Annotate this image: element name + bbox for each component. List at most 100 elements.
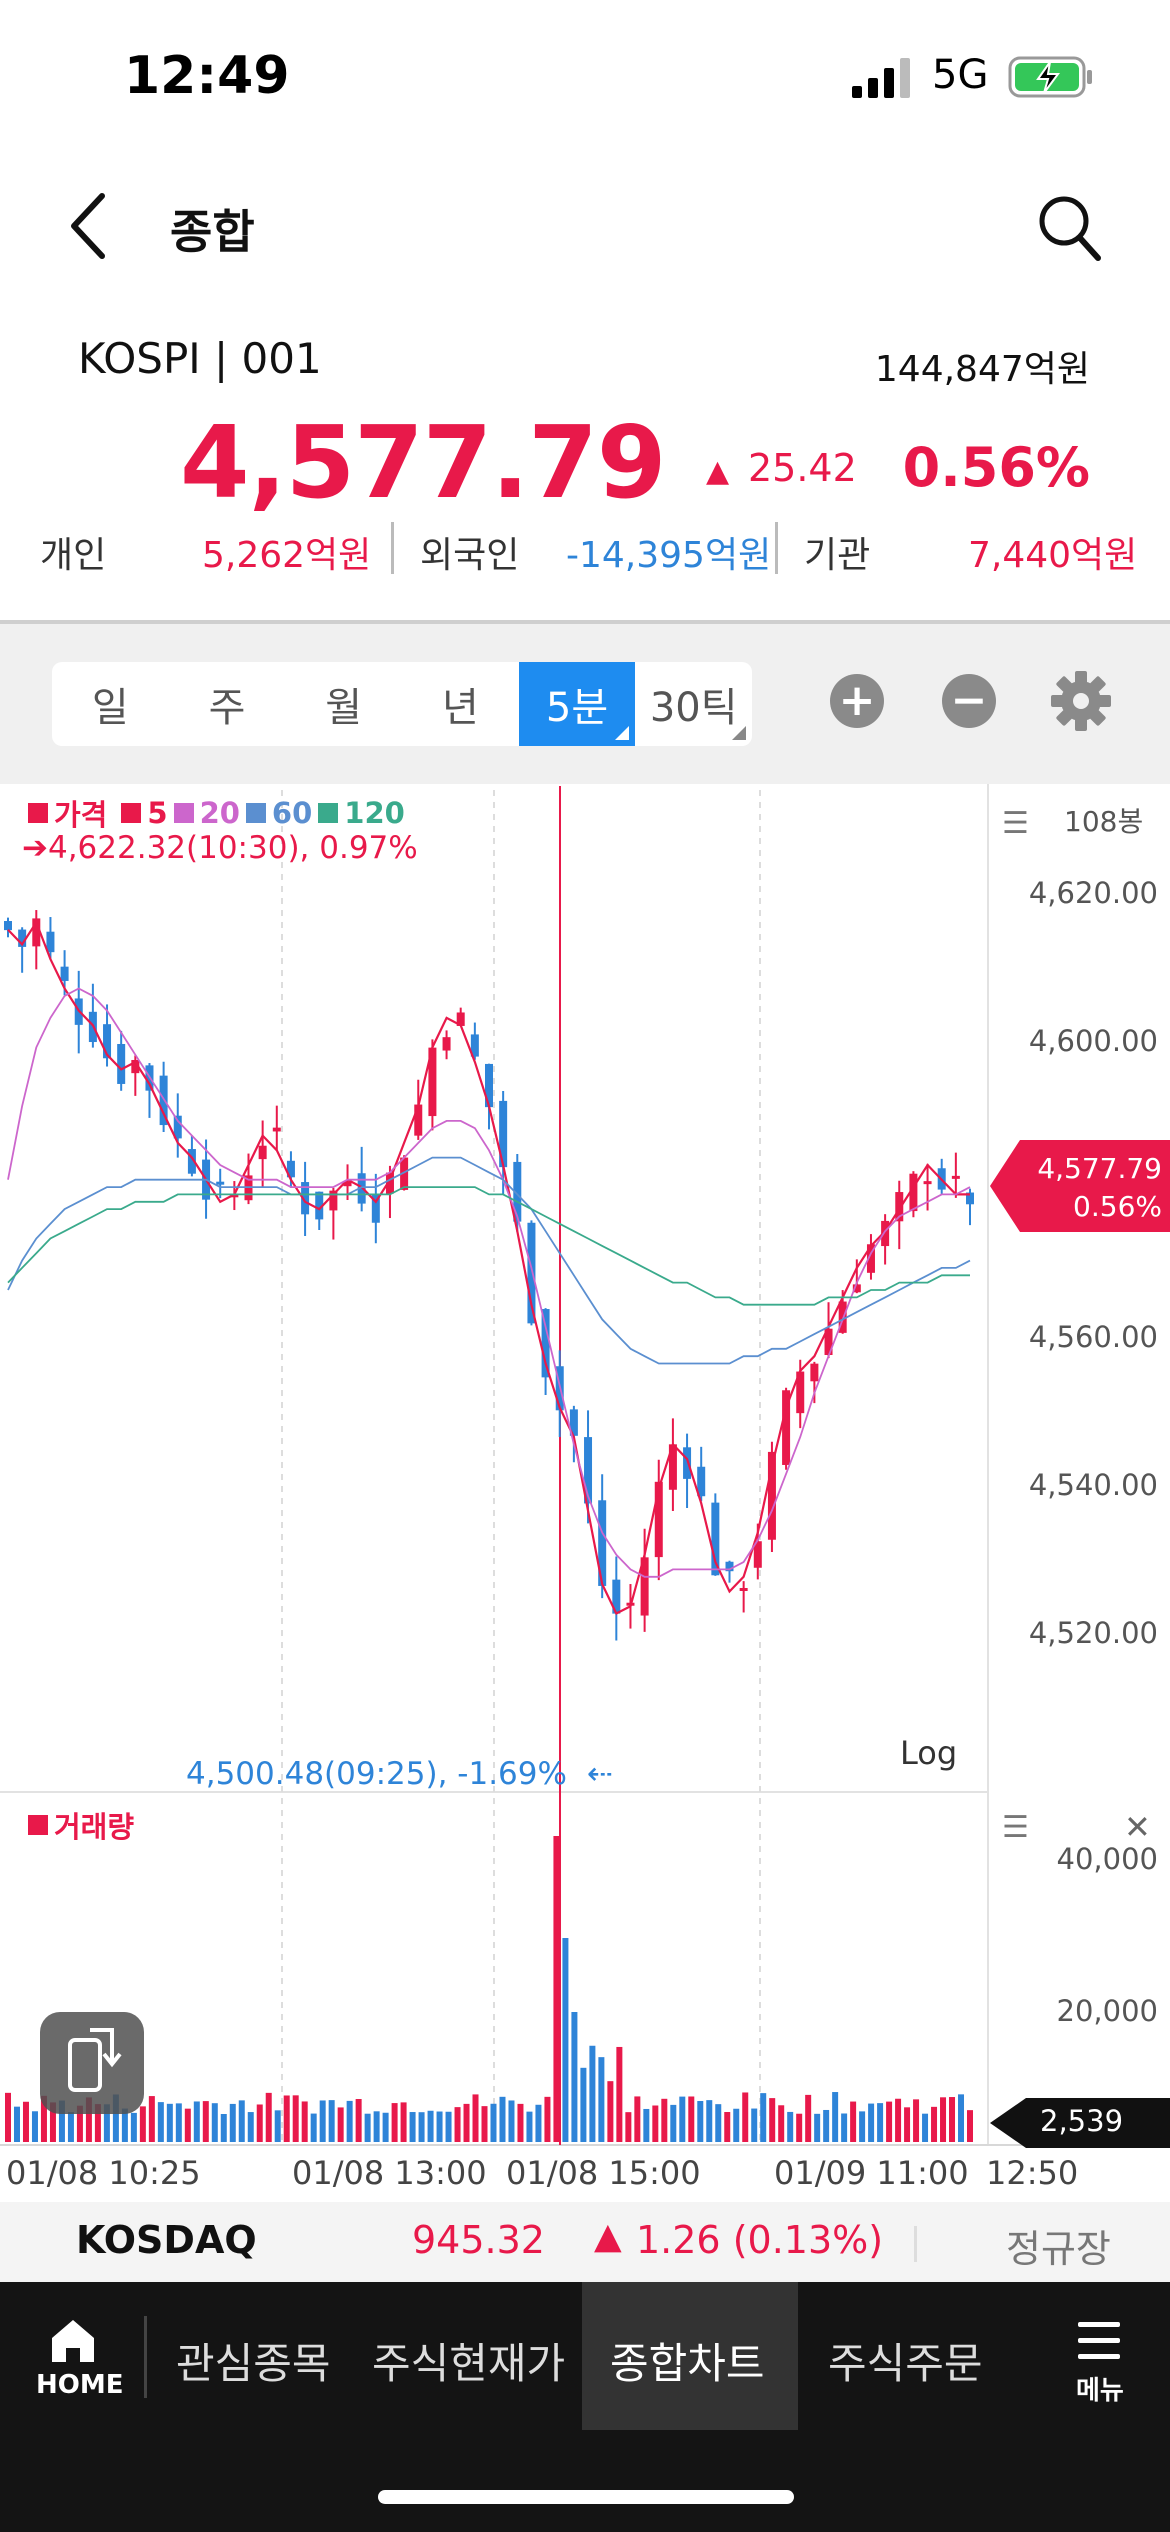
x-tick: 01/09 11:00	[774, 2154, 969, 2192]
tab-month[interactable]: 월	[285, 662, 402, 746]
volume-bar	[184, 2108, 191, 2142]
kosdaq-ticker[interactable]	[0, 2202, 1170, 2282]
close-icon[interactable]: ✕	[1124, 1808, 1151, 1846]
volume-bar	[409, 2112, 416, 2142]
volume-bar	[202, 2101, 209, 2142]
current-volume-tag	[990, 2098, 1170, 2148]
legend-swatch-price	[28, 803, 48, 823]
candle	[753, 1541, 762, 1568]
y-tick: 4,560.00	[1028, 1320, 1158, 1354]
nav-order[interactable]: 주식주문	[828, 2339, 983, 2388]
volume-bar	[481, 2106, 488, 2142]
candle	[216, 1181, 225, 1185]
candle	[32, 918, 41, 947]
candle	[60, 966, 69, 981]
candle	[824, 1328, 833, 1355]
volume-bar	[769, 2098, 776, 2142]
volume-legend: 거래량	[28, 1804, 134, 1846]
candle	[315, 1191, 324, 1220]
volume-bar	[967, 2110, 973, 2142]
volume-bar	[247, 2112, 254, 2142]
search-icon[interactable]	[1036, 192, 1102, 262]
volume-bar	[517, 2103, 524, 2142]
rotate-screen-button[interactable]	[40, 2012, 144, 2114]
candle	[584, 1437, 593, 1504]
index-price: 4,577.79	[180, 404, 666, 521]
candle	[414, 1104, 423, 1136]
current-time-label: 12:50	[986, 2154, 1079, 2192]
candle	[782, 1390, 791, 1465]
volume-bar	[814, 2113, 821, 2142]
zoom-out-button[interactable]: −	[942, 674, 996, 728]
section-divider	[0, 620, 1170, 624]
volume-y-tick: 40,000	[1056, 1842, 1158, 1876]
tab-year[interactable]: 년	[402, 662, 519, 746]
volume-bar	[283, 2095, 290, 2142]
volume-bar	[463, 2103, 470, 2142]
zoom-in-button[interactable]: +	[830, 674, 884, 728]
volume-bar	[580, 2067, 587, 2142]
home-icon[interactable]	[50, 2318, 96, 2364]
menu-icon[interactable]	[1076, 2320, 1122, 2362]
nav-chart[interactable]: 종합차트	[610, 2339, 765, 2388]
legend-ma60: 60	[271, 796, 313, 830]
tab-week[interactable]: 주	[169, 662, 286, 746]
candle	[371, 1194, 380, 1223]
log-scale-toggle[interactable]: Log	[900, 1734, 958, 1772]
volume-bar	[229, 2103, 236, 2142]
volume-bar	[148, 2096, 155, 2142]
divider	[144, 2316, 147, 2398]
investor-label-foreign: 외국인	[420, 535, 520, 576]
page-title: 종합	[170, 205, 255, 259]
volume-bar	[526, 2111, 533, 2142]
tab-30tick[interactable]: 30틱	[635, 662, 752, 746]
candle	[131, 1059, 140, 1074]
bar-count: 108봉	[1064, 805, 1144, 838]
nav-menu[interactable]: 메뉴	[1076, 2376, 1124, 2406]
volume-bar	[958, 2094, 965, 2142]
volume-bar	[760, 2093, 767, 2142]
nav-current-price[interactable]: 주식현재가	[372, 2339, 566, 2388]
current-price-tag	[990, 1140, 1170, 1232]
price-chart[interactable]	[0, 784, 1170, 2204]
candle	[909, 1173, 918, 1212]
chart-menu-icon[interactable]: ☰	[1002, 806, 1029, 841]
volume-bar	[490, 2103, 497, 2142]
candle	[810, 1363, 819, 1382]
volume-bar	[796, 2113, 803, 2142]
volume-bar	[904, 2107, 911, 2142]
volume-label: 거래량	[54, 1810, 135, 1844]
volume-bar	[193, 2101, 200, 2142]
candle	[272, 1127, 281, 1132]
volume-bar	[427, 2110, 434, 2142]
tab-5min[interactable]: 5분	[518, 662, 636, 746]
volume-bar	[265, 2092, 272, 2142]
volume-bar	[5, 2092, 11, 2142]
candle	[923, 1181, 932, 1185]
candle	[103, 1024, 112, 1059]
nav-home[interactable]: HOME	[36, 2370, 124, 2400]
nav-watchlist[interactable]: 관심종목	[176, 2339, 331, 2388]
volume-bar	[544, 2096, 551, 2142]
tab-label: 5분	[545, 685, 609, 731]
home-indicator	[378, 2490, 794, 2504]
volume-bar	[22, 2101, 29, 2142]
volume-bar	[805, 2094, 812, 2142]
volume-bar	[607, 2081, 614, 2142]
back-icon[interactable]	[62, 190, 118, 262]
volume-bar	[292, 2095, 299, 2142]
low-price-text: 4,500.48(09:25), -1.69%	[186, 1756, 567, 1792]
divider	[775, 522, 778, 574]
candle	[966, 1192, 974, 1205]
volume-menu-icon[interactable]: ☰	[1002, 1810, 1029, 1845]
tab-day[interactable]: 일	[52, 662, 169, 746]
candle	[541, 1309, 550, 1378]
volume-bar	[850, 2101, 857, 2142]
signal-icon	[852, 58, 910, 98]
volume-bar	[922, 2113, 929, 2142]
current-price-tag-text: 4,577.79 0.56%	[1030, 1150, 1162, 1226]
candle	[286, 1160, 295, 1178]
candle	[569, 1409, 578, 1436]
volume-bar	[742, 2092, 749, 2142]
gear-icon[interactable]	[1050, 670, 1112, 732]
